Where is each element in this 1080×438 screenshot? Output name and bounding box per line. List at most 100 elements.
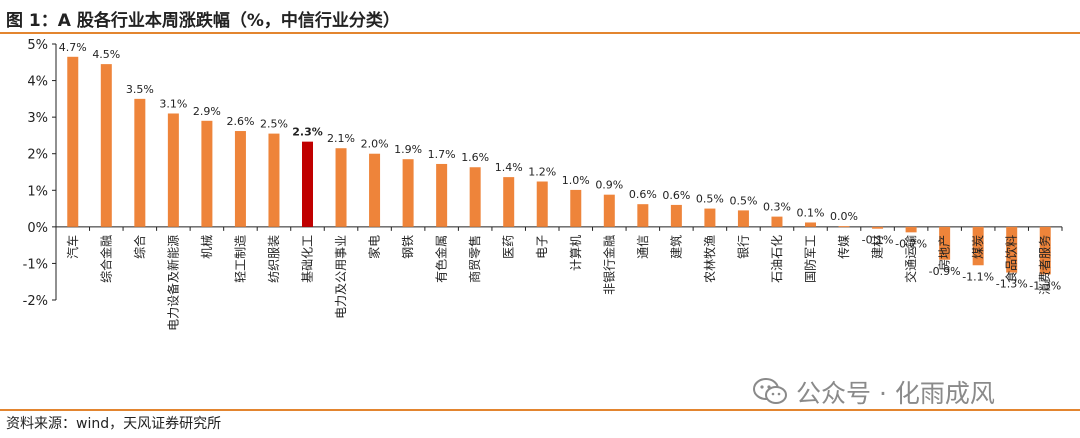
bar (134, 98, 146, 227)
data-label: 3.5% (126, 83, 154, 96)
category-label: 电力设备及新能源 (165, 235, 180, 331)
category-label: 电力及公用事业 (334, 235, 348, 319)
category-label: 消费者服务 (1037, 235, 1052, 295)
category-label: 通信 (636, 235, 650, 259)
bar (872, 226, 884, 229)
y-tick-label: -1% (23, 257, 48, 272)
data-label: 2.5% (260, 118, 288, 131)
bar (905, 226, 917, 233)
data-label: 0.5% (696, 193, 724, 206)
category-label: 煤炭 (971, 235, 985, 259)
category-label: 综合 (132, 235, 147, 259)
category-label: 建筑 (668, 235, 683, 259)
y-tick-label: 1% (27, 184, 48, 199)
watermark-text: 公众号 · 化雨成风 (796, 379, 995, 408)
data-label: 0.5% (729, 194, 757, 207)
y-tick-label: 4% (27, 75, 48, 90)
category-label: 电子 (535, 235, 549, 259)
y-tick-label: 5% (27, 38, 48, 53)
y-tick-label: 3% (27, 111, 48, 126)
bottom-rule (0, 409, 1080, 411)
source-note: 资料来源：wind，天风证券研究所 (6, 416, 222, 432)
bar (503, 177, 515, 227)
category-label: 传媒 (836, 235, 851, 259)
category-label: 轻工制造 (233, 235, 247, 283)
data-label: 0.9% (595, 179, 623, 192)
data-label: 2.0% (361, 138, 389, 151)
data-label: -0.9% (929, 265, 961, 278)
data-label: 0.3% (763, 201, 791, 214)
bar (939, 226, 951, 260)
category-label: 综合金融 (98, 235, 113, 283)
bar-chart: 5% 4% 3% 2% 1% 0% -1% -2% 4.7% 4.5% 3.5% 3.1% 2.9% 2… (23, 38, 1063, 331)
data-label: 4.7% (59, 41, 87, 54)
bar (302, 141, 313, 227)
data-label: 2.1% (327, 132, 355, 145)
data-label: -1.3% (1029, 279, 1061, 292)
data-label: 4.5% (92, 48, 120, 61)
category-label: 建材 (871, 235, 885, 259)
category-label: 食品饮料 (1004, 235, 1019, 283)
category-label: 商贸零售 (467, 235, 482, 283)
watermark: 公众号 · 化雨成风 (752, 372, 995, 412)
category-label: 银行 (736, 235, 750, 259)
bar (436, 163, 448, 227)
category-labels: 汽车 综合金融 综合 电力设备及新能源 机械 轻工制造 纺织服装 基础化工 电力及公用事业 家电钢… (65, 235, 1052, 331)
bar (268, 133, 280, 227)
bar (771, 216, 783, 227)
bar (805, 222, 816, 227)
data-label: 1.7% (428, 148, 456, 161)
bar (1039, 226, 1051, 275)
bar (603, 194, 615, 227)
data-label: 2.3% (292, 126, 323, 139)
data-label: -1.3% (996, 278, 1028, 291)
category-label: 纺织服装 (267, 235, 281, 283)
bar (1006, 226, 1018, 273)
category-label: 农林牧渔 (703, 235, 717, 283)
bar (100, 64, 112, 227)
category-label: 医药 (502, 235, 516, 259)
data-labels: 4.7% 4.5% 3.5% 3.1% 2.9% 2.6% 2.5% 2.3% 2.1% 2.0%… (59, 41, 1061, 293)
category-label: 房地产 (937, 235, 952, 271)
data-label: 1.6% (461, 151, 489, 164)
category-label: 计算机 (568, 235, 583, 271)
bar (335, 148, 347, 227)
category-label: 机械 (199, 235, 214, 259)
chart-title: 图 1：A 股各行业本周涨跌幅（%，中信行业分类） (6, 11, 400, 31)
data-label: -1.1% (962, 270, 994, 283)
bar (637, 204, 649, 227)
data-label: 0.0% (830, 210, 858, 223)
bar (369, 153, 381, 227)
bar (167, 113, 179, 227)
data-label: -0.1% (862, 234, 894, 247)
category-label: 钢铁 (401, 235, 415, 259)
data-label: 1.0% (562, 174, 590, 187)
bar (838, 226, 850, 228)
y-tick-label: 0% (27, 221, 48, 236)
data-label: 0.6% (629, 188, 657, 201)
top-rule (0, 32, 1080, 34)
bar (402, 159, 414, 227)
bar (234, 131, 246, 227)
data-label: 2.9% (193, 105, 221, 118)
bar (972, 226, 984, 266)
category-label: 基础化工 (301, 235, 315, 283)
category-label: 汽车 (65, 235, 80, 259)
data-label: 0.6% (662, 189, 690, 202)
data-label: 2.6% (226, 115, 254, 128)
data-label: 1.4% (495, 161, 523, 174)
bar (737, 210, 749, 227)
category-label: 交通运输 (903, 235, 918, 283)
bar (536, 181, 548, 227)
data-label: 3.1% (159, 97, 187, 110)
category-label: 国防军工 (803, 235, 818, 283)
data-label: 1.9% (394, 143, 422, 156)
data-label: 1.2% (528, 166, 556, 179)
bar (570, 189, 582, 227)
category-label: 有色金属 (434, 235, 449, 283)
wechat-icon (753, 378, 787, 404)
bars (67, 56, 1051, 275)
bar (201, 120, 213, 227)
bar (670, 204, 682, 227)
category-label: 家电 (367, 235, 382, 259)
